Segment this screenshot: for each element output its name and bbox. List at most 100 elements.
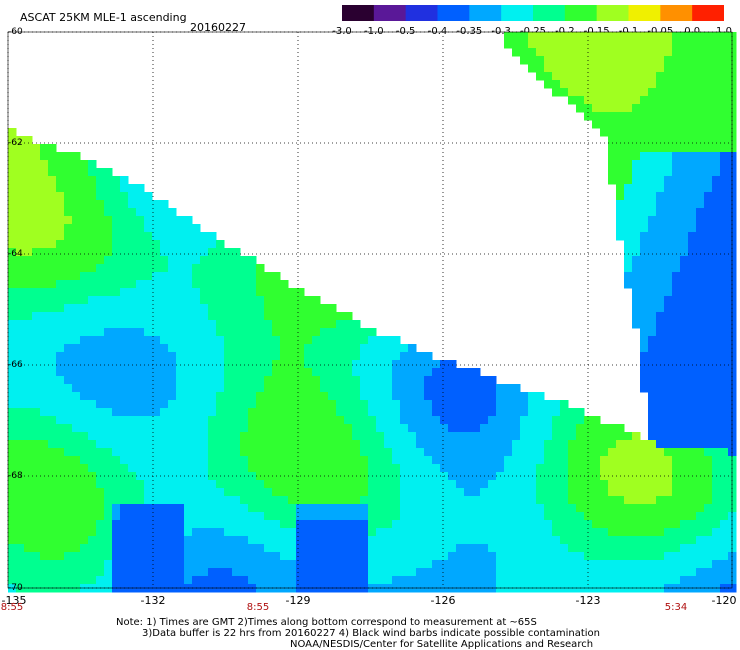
swath-cell [616, 208, 625, 217]
swath-cell [104, 280, 113, 289]
swath-cell [688, 168, 697, 177]
swath-cell [672, 568, 681, 577]
swath-cell [240, 424, 249, 433]
swath-cell [16, 184, 25, 193]
swath-cell [456, 424, 465, 433]
swath-cell [336, 392, 345, 401]
swath-cell [648, 160, 657, 169]
swath-cell [416, 360, 425, 369]
swath-cell [656, 312, 665, 321]
swath-cell [688, 136, 697, 145]
swath-cell [664, 504, 673, 513]
swath-cell [664, 80, 673, 89]
swath-cell [680, 256, 689, 265]
swath-cell [688, 288, 697, 297]
swath-cell [656, 248, 665, 257]
swath-cell [624, 72, 633, 81]
swath-cell [640, 176, 649, 185]
swath-cell [192, 288, 201, 297]
swath-cell [296, 288, 305, 297]
swath-cell [168, 528, 177, 537]
color-scale-segment [564, 5, 598, 21]
swath-cell [704, 568, 713, 577]
swath-cell [456, 384, 465, 393]
swath-cell [384, 336, 393, 345]
swath-cell [144, 352, 153, 361]
swath-cell [208, 384, 217, 393]
swath-cell [624, 80, 633, 89]
swath-cell [152, 448, 161, 457]
swath-cell [312, 448, 321, 457]
swath-cell [680, 312, 689, 321]
swath-cell [152, 504, 161, 513]
swath-cell [184, 224, 193, 233]
swath-cell [472, 496, 481, 505]
swath-cell [72, 520, 81, 529]
swath-cell [160, 328, 169, 337]
swath-cell [672, 312, 681, 321]
latitude-label: -60 [8, 27, 23, 37]
swath-cell [480, 464, 489, 473]
swath-cell [112, 368, 121, 377]
swath-cell [624, 176, 633, 185]
swath-cell [328, 424, 337, 433]
swath-cell [416, 512, 425, 521]
swath-cell [264, 424, 273, 433]
swath-cell [704, 40, 713, 49]
swath-cell [680, 576, 689, 585]
swath-cell [152, 352, 161, 361]
swath-cell [152, 288, 161, 297]
swath-cell [16, 464, 25, 473]
swath-cell [672, 176, 681, 185]
swath-cell [152, 296, 161, 305]
swath-cell [712, 232, 721, 241]
swath-cell [360, 408, 369, 417]
swath-cell [344, 448, 353, 457]
swath-cell [168, 384, 177, 393]
swath-cell [56, 392, 65, 401]
swath-cell [200, 256, 209, 265]
swath-cell [64, 560, 73, 569]
swath-cell [152, 496, 161, 505]
swath-cell [432, 488, 441, 497]
swath-cell [208, 488, 217, 497]
swath-cell [448, 376, 457, 385]
swath-cell [696, 192, 705, 201]
swath-cell [632, 136, 641, 145]
swath-cell [192, 248, 201, 257]
swath-cell [40, 360, 49, 369]
swath-cell [168, 448, 177, 457]
swath-cell [624, 96, 633, 105]
swath-cell [632, 536, 641, 545]
swath-cell [288, 336, 297, 345]
swath-cell [344, 352, 353, 361]
swath-cell [304, 456, 313, 465]
swath-cell [656, 160, 665, 169]
swath-cell [696, 424, 705, 433]
swath-cell [112, 464, 121, 473]
swath-cell [232, 248, 241, 257]
swath-cell [568, 536, 577, 545]
swath-cell [144, 528, 153, 537]
swath-cell [400, 456, 409, 465]
swath-cell [88, 240, 97, 249]
swath-cell [680, 512, 689, 521]
swath-cell [200, 464, 209, 473]
swath-cell [440, 392, 449, 401]
swath-cell [112, 360, 121, 369]
swath-cell [40, 312, 49, 321]
color-scale-label: 1.0 [716, 26, 732, 37]
swath-cell [64, 536, 73, 545]
swath-cell [176, 464, 185, 473]
swath-cell [216, 520, 225, 529]
swath-cell [128, 496, 137, 505]
swath-cell [696, 416, 705, 425]
swath-cell [696, 520, 705, 529]
swath-cell [192, 232, 201, 241]
swath-cell [176, 392, 185, 401]
swath-cell [616, 544, 625, 553]
swath-cell [688, 208, 697, 217]
swath-cell [64, 368, 73, 377]
swath-cell [88, 208, 97, 217]
swath-cell [64, 376, 73, 385]
